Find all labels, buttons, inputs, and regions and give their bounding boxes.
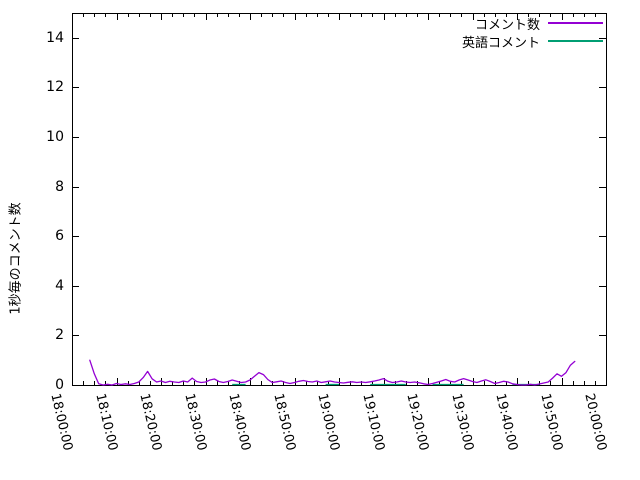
y-tick-label: 2 xyxy=(55,327,64,344)
legend-label-english: 英語コメント xyxy=(461,35,540,51)
legend: コメント数 英語コメント xyxy=(461,14,603,51)
legend-label-comments: コメント数 xyxy=(474,17,540,33)
legend-line-sample-english xyxy=(548,40,603,42)
y-tick-label: 14 xyxy=(46,29,64,46)
y-tick-label: 8 xyxy=(55,178,64,195)
y-tick-label: 4 xyxy=(55,277,64,294)
y-tick-label: 12 xyxy=(46,79,64,96)
y-tick-label: 6 xyxy=(55,228,64,245)
y-tick-label: 10 xyxy=(46,129,64,145)
legend-line-sample-comments xyxy=(548,22,603,24)
legend-item-comments: コメント数 xyxy=(462,14,603,33)
legend-item-english: 英語コメント xyxy=(461,32,603,51)
y-tick-label: 0 xyxy=(55,377,64,393)
